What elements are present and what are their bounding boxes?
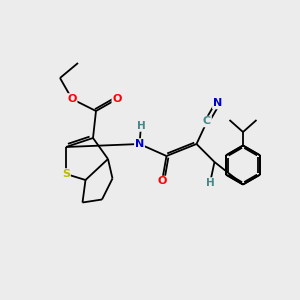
Text: N: N <box>135 139 144 149</box>
Text: O: O <box>112 94 122 104</box>
Text: O: O <box>67 94 77 104</box>
Text: H: H <box>206 178 214 188</box>
Text: N: N <box>213 98 222 109</box>
Text: O: O <box>157 176 167 187</box>
Text: C: C <box>203 116 211 127</box>
Text: H: H <box>136 121 146 131</box>
Text: S: S <box>62 169 70 179</box>
